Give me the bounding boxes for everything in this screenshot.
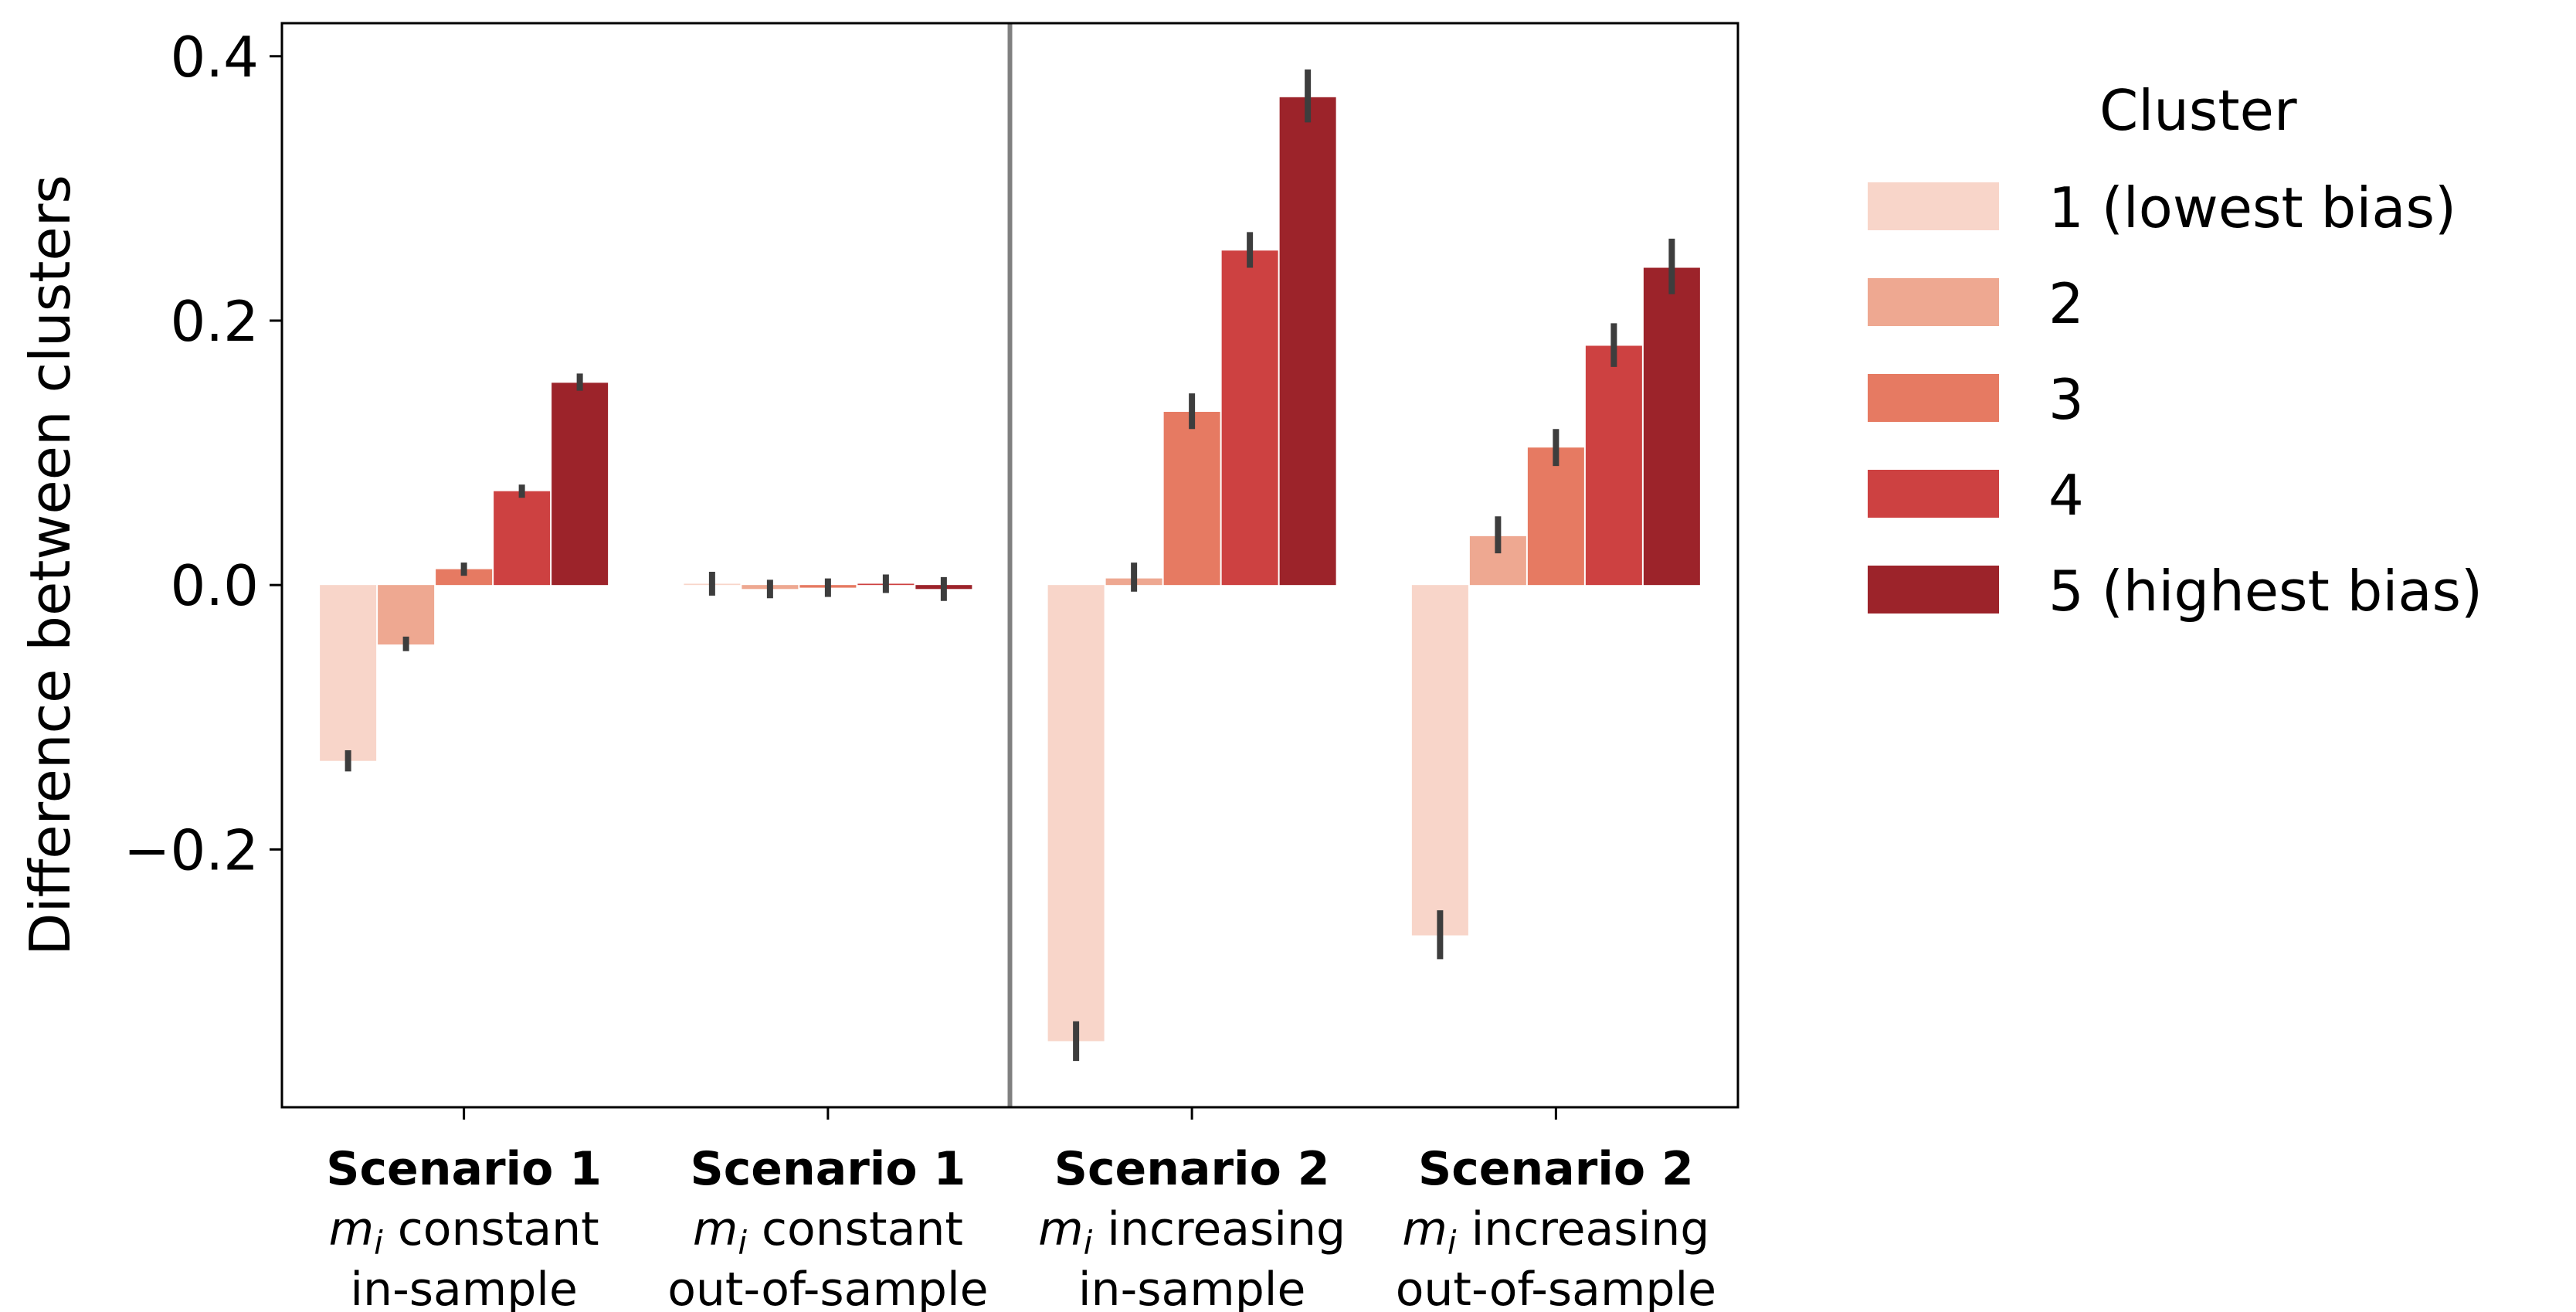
bar-cluster-4-category-3: [1221, 250, 1278, 586]
category-description: mi constant: [329, 1202, 599, 1262]
legend-swatch-3: [1868, 374, 1999, 422]
category-sample: in-sample: [350, 1263, 578, 1312]
bar-cluster-5-category-4: [1643, 267, 1700, 586]
category-description: mi increasing: [1038, 1202, 1346, 1262]
y-axis-label: Difference between clusters: [18, 175, 83, 956]
category-sample: in-sample: [1078, 1263, 1306, 1312]
bar-cluster-3-category-1: [436, 569, 493, 586]
legend-label-2: 2: [2048, 271, 2084, 336]
legend-label-4: 4: [2048, 463, 2084, 528]
legend-title: Cluster: [2099, 78, 2297, 143]
legend-swatch-2: [1868, 278, 1999, 326]
legend-swatch-1: [1868, 182, 1999, 230]
bar-cluster-4-category-1: [494, 491, 551, 586]
bar-cluster-3-category-3: [1163, 412, 1220, 586]
category-title: Scenario 1: [326, 1142, 602, 1196]
bar-cluster-1-category-1: [320, 585, 377, 761]
category-description: mi increasing: [1402, 1202, 1709, 1262]
y-tick-label: 0.2: [170, 289, 259, 354]
y-tick-label: 0.0: [170, 553, 259, 618]
category-description: mi constant: [693, 1202, 963, 1262]
category-sample: out-of-sample: [667, 1263, 988, 1312]
y-axis: −0.2 0.0 0.2 0.4: [124, 25, 282, 882]
y-tick-label: 0.4: [170, 25, 259, 90]
bar-cluster-1-category-4: [1411, 585, 1468, 936]
bar-cluster-2-category-1: [378, 585, 435, 645]
legend: Cluster 1 (lowest bias) 2 3 4 5 (highest bias…: [1868, 78, 2483, 624]
legend-label-1: 1 (lowest bias): [2048, 175, 2456, 240]
legend-swatch-4: [1868, 470, 1999, 518]
category-title: Scenario 1: [691, 1142, 966, 1196]
category-title: Scenario 2: [1418, 1142, 1694, 1196]
legend-label-5: 5 (highest bias): [2048, 559, 2483, 624]
legend-swatch-5: [1868, 566, 1999, 614]
bar-cluster-5-category-3: [1279, 97, 1336, 586]
category-title: Scenario 2: [1054, 1142, 1330, 1196]
category-sample: out-of-sample: [1396, 1263, 1716, 1312]
error-bars-layer: [344, 69, 1675, 1062]
legend-label-3: 3: [2048, 367, 2084, 432]
bar-cluster-4-category-4: [1585, 345, 1642, 586]
plot-frame: [280, 22, 1739, 1109]
bar-cluster-5-category-1: [552, 382, 609, 586]
bar-cluster-1-category-3: [1047, 585, 1105, 1042]
bar-cluster-3-category-4: [1527, 447, 1584, 586]
y-tick-label: −0.2: [124, 817, 259, 882]
